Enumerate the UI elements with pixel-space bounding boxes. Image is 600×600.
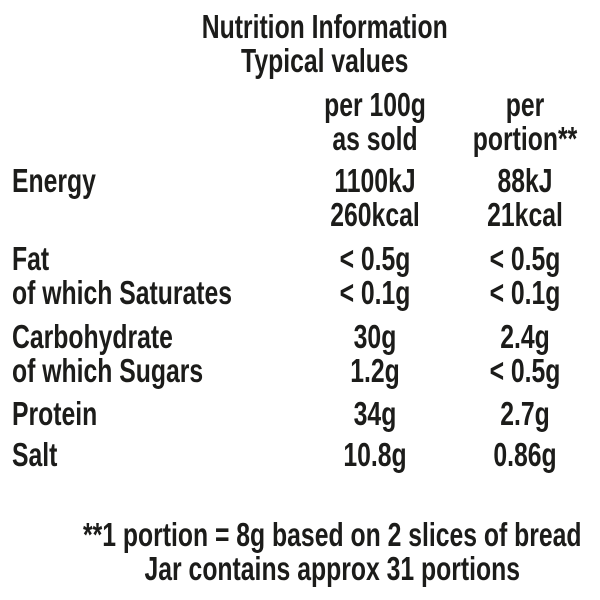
row-label: Fat bbox=[12, 240, 50, 277]
value-per-portion: < 0.5g bbox=[489, 240, 561, 277]
footnote-jar-portions: Jar contains approx 31 portions bbox=[144, 550, 520, 587]
value-per-portion: 0.86g bbox=[493, 436, 557, 473]
row-energy-kcal: 260kcal 21kcal bbox=[0, 198, 600, 232]
value-per-100g: 1100kJ bbox=[334, 162, 416, 199]
row-label: Carbohydrate bbox=[12, 318, 173, 355]
value-per-100g: < 0.1g bbox=[339, 274, 411, 311]
value-per-100g: 260kcal bbox=[330, 196, 420, 233]
row-protein: Protein 34g 2.7g bbox=[0, 397, 600, 431]
column-header-per-portion-line2: portion** bbox=[472, 120, 578, 157]
row-label: Energy bbox=[12, 162, 96, 199]
value-per-100g: 34g bbox=[353, 395, 397, 432]
row-label: of which Saturates bbox=[12, 274, 233, 311]
label-sheet: Nutrition Information Typical values per… bbox=[0, 10, 600, 600]
column-header-per-portion-line1: per bbox=[505, 86, 545, 123]
row-carbohydrate: Carbohydrate 30g 2.4g bbox=[0, 320, 600, 354]
row-label: of which Sugars bbox=[12, 352, 204, 389]
value-per-100g: 30g bbox=[353, 318, 397, 355]
value-per-portion: 21kcal bbox=[487, 196, 563, 233]
column-header-per-100g-line1: per 100g bbox=[324, 86, 426, 123]
value-per-100g: 1.2g bbox=[350, 352, 400, 389]
label-header: Nutrition Information Typical values bbox=[0, 10, 600, 78]
row-salt: Salt 10.8g 0.86g bbox=[0, 438, 600, 472]
row-fat: Fat < 0.5g < 0.5g bbox=[0, 242, 600, 276]
label-subtitle: Typical values bbox=[241, 42, 409, 79]
row-energy-kj: Energy 1100kJ 88kJ bbox=[0, 164, 600, 198]
value-per-portion: 2.4g bbox=[500, 318, 550, 355]
column-header-per-100g: per 100g as sold bbox=[285, 88, 465, 156]
column-headers: per 100g as sold per portion** bbox=[0, 88, 600, 156]
column-header-per-portion: per portion** bbox=[465, 88, 585, 156]
row-label bbox=[12, 198, 285, 232]
value-per-portion: 88kJ bbox=[497, 162, 553, 199]
row-sugars: of which Sugars 1.2g < 0.5g bbox=[0, 354, 600, 388]
footnote-portion-definition: **1 portion = 8g based on 2 slices of br… bbox=[82, 516, 582, 553]
row-label: Salt bbox=[12, 436, 58, 473]
column-header-per-100g-line2: as sold bbox=[332, 120, 418, 157]
label-title: Nutrition Information bbox=[201, 8, 448, 45]
value-per-100g: 10.8g bbox=[343, 436, 407, 473]
value-per-portion: < 0.1g bbox=[489, 274, 561, 311]
value-per-100g: < 0.5g bbox=[339, 240, 411, 277]
value-per-portion: 2.7g bbox=[500, 395, 550, 432]
column-header-spacer bbox=[12, 88, 285, 156]
label-footnotes: **1 portion = 8g based on 2 slices of br… bbox=[0, 518, 600, 586]
row-saturates: of which Saturates < 0.1g < 0.1g bbox=[0, 276, 600, 310]
value-per-portion: < 0.5g bbox=[489, 352, 561, 389]
row-label: Protein bbox=[12, 395, 98, 432]
